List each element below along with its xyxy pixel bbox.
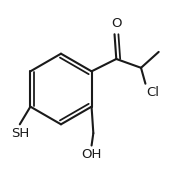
Text: O: O: [111, 17, 122, 30]
Text: SH: SH: [11, 127, 29, 140]
Text: OH: OH: [81, 148, 102, 161]
Text: Cl: Cl: [146, 86, 159, 99]
